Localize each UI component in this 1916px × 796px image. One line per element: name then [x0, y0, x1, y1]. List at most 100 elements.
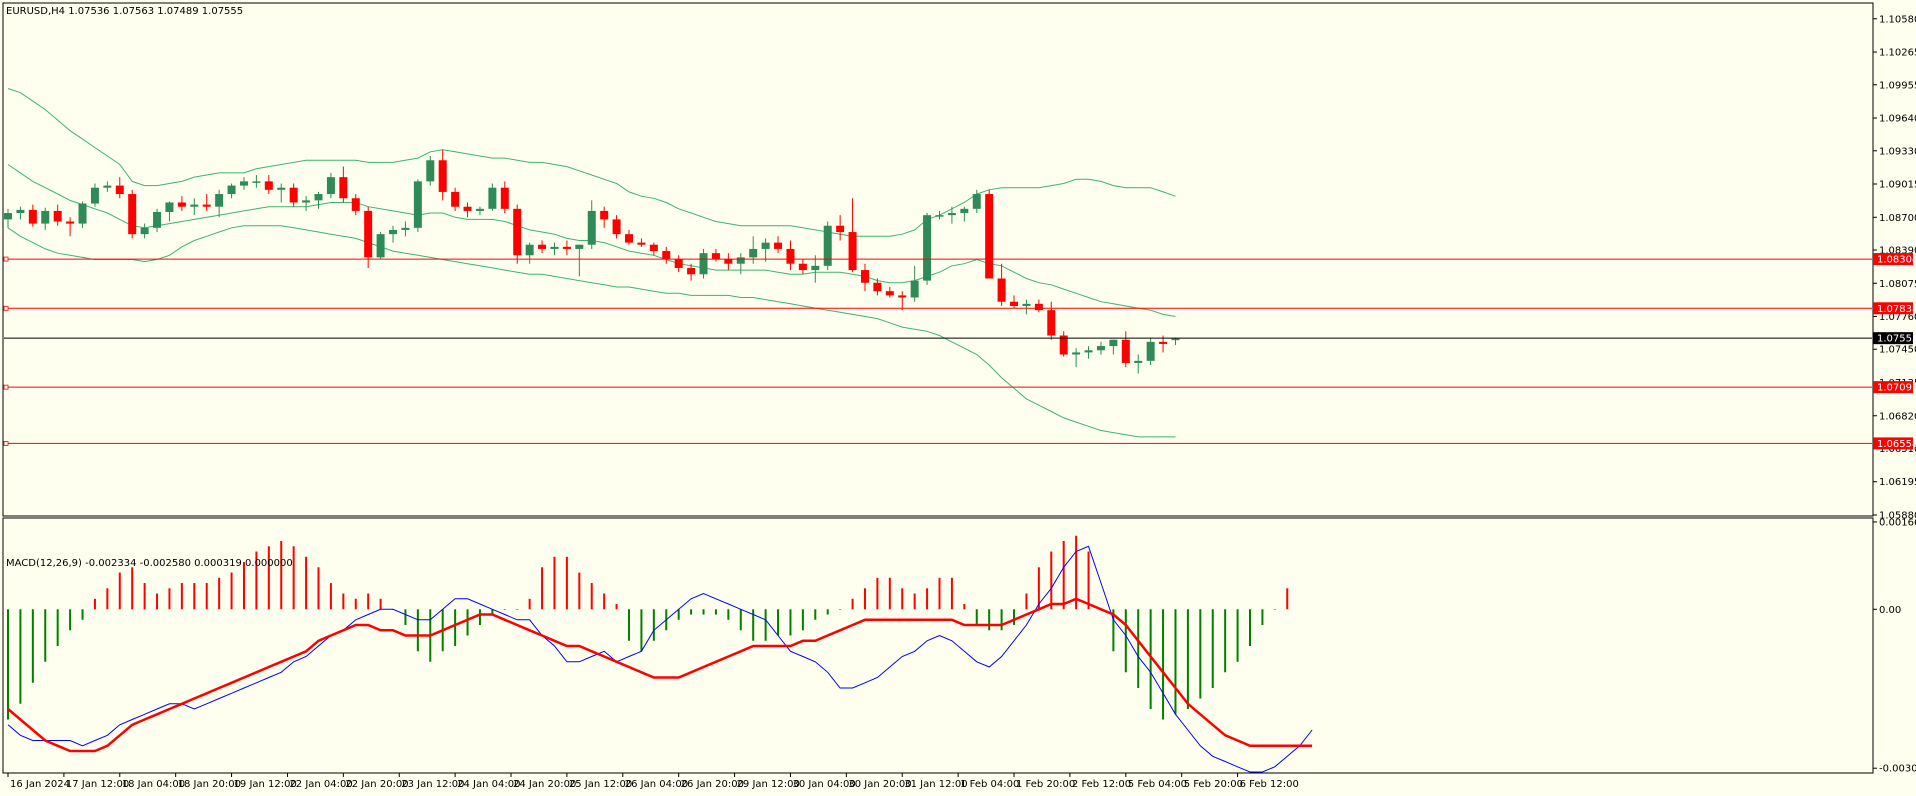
candle-body — [1034, 303, 1043, 311]
time-tick-label: 1 Feb 20:00 — [1016, 779, 1075, 790]
time-tick-label: 1 Feb 04:00 — [960, 779, 1019, 790]
candle — [252, 175, 261, 188]
time-tick-label: 5 Feb 20:00 — [1184, 779, 1243, 790]
candle-body — [1084, 350, 1093, 353]
candle-body — [600, 210, 609, 220]
candle — [736, 253, 745, 275]
time-tick-label: 30 Jan 04:00 — [792, 779, 855, 790]
candle — [41, 207, 50, 230]
candle-body — [798, 263, 807, 271]
level-price-label: 1.06558 — [1877, 439, 1916, 450]
candle — [289, 183, 298, 207]
candle — [389, 225, 398, 243]
candle — [699, 248, 708, 279]
candle-body — [935, 215, 944, 217]
candle-body — [625, 234, 633, 243]
level-handle — [3, 256, 9, 262]
price-pane[interactable]: 1.10580 1.10265 1.09955 1.09640 1.09330 1.090… — [2, 2, 1916, 522]
candle — [898, 291, 907, 311]
price-tick-label: 1.06195 — [1879, 477, 1916, 488]
candle — [215, 189, 224, 218]
price-y-axis: 1.10580 1.10265 1.09955 1.09640 1.09330 1.090… — [1873, 14, 1916, 522]
candle-body — [252, 181, 261, 183]
candle-body — [1146, 341, 1155, 361]
candle — [972, 189, 981, 214]
time-tick-label: 22 Jan 20:00 — [345, 779, 408, 790]
candle-body — [389, 229, 398, 235]
candle — [426, 156, 435, 186]
time-tick-label: 26 Jan 04:00 — [625, 779, 688, 790]
time-tick-label: 2 Feb 12:00 — [1072, 779, 1131, 790]
time-tick-label: 24 Jan 20:00 — [513, 779, 576, 790]
candle-body — [1059, 335, 1068, 355]
time-tick-label: 16 Jan 2024 — [10, 779, 70, 790]
candle-body — [612, 219, 621, 235]
macd-pane[interactable]: 0.001664 0.00 -0.003028 MACD(12,26,9) -0.0… — [2, 517, 1916, 775]
candle-body — [513, 208, 522, 256]
price-tick-label: 1.09640 — [1879, 114, 1916, 125]
candle-body — [326, 177, 335, 195]
candle — [774, 236, 783, 254]
candle-body — [910, 280, 919, 298]
time-tick-label: 30 Jan 20:00 — [848, 779, 911, 790]
candle-body — [302, 200, 311, 203]
candles — [4, 149, 1180, 374]
candle — [538, 240, 547, 254]
macd-histogram — [7, 535, 1289, 720]
candle — [575, 244, 584, 277]
macd-tick-label: 0.001664 — [1879, 517, 1916, 528]
price-tick-label: 1.05880 — [1879, 511, 1916, 522]
price-tick-label: 1.10580 — [1879, 14, 1916, 25]
candle — [202, 194, 211, 211]
candle-body — [1096, 346, 1105, 351]
candle-body — [66, 221, 75, 224]
price-tick-label: 1.08700 — [1879, 213, 1916, 224]
price-tick-label: 1.09955 — [1879, 80, 1916, 91]
candle — [326, 172, 335, 199]
candle — [103, 181, 112, 192]
candle-body — [1121, 339, 1130, 363]
signal-line — [7, 597, 1313, 753]
candle — [761, 238, 770, 262]
candle-body — [4, 213, 12, 220]
candle-body — [140, 227, 149, 235]
candle-body — [438, 160, 447, 192]
candle — [475, 206, 484, 216]
time-tick-label: 18 Jan 20:00 — [178, 779, 241, 790]
candle-body — [860, 270, 869, 283]
candle — [1072, 348, 1081, 368]
candle-body — [736, 257, 745, 264]
time-tick-label: 26 Jan 20:00 — [681, 779, 744, 790]
candle-body — [401, 227, 410, 230]
macd-title: MACD(12,26,9) -0.002334 -0.002580 0.0003… — [6, 558, 293, 569]
candle-body — [873, 282, 882, 292]
time-tick-label: 22 Jan 04:00 — [289, 779, 352, 790]
time-tick-label: 17 Jan 12:00 — [66, 779, 129, 790]
candle-body — [774, 242, 783, 249]
macd-tick-label: 0.00 — [1879, 605, 1901, 616]
candle — [227, 183, 236, 199]
candle — [823, 221, 832, 271]
candle — [16, 206, 25, 220]
candle-body — [711, 253, 720, 260]
level-price-label: 1.07091 — [1877, 383, 1916, 394]
macd-pane-frame — [2, 517, 1874, 774]
candle-body — [28, 209, 37, 224]
candle-body — [687, 267, 696, 275]
candle — [1084, 346, 1093, 359]
candle — [562, 240, 571, 256]
candle-body — [426, 160, 435, 182]
candle — [53, 204, 62, 226]
horizontal-levels[interactable] — [3, 256, 1872, 446]
candle-body — [1134, 360, 1143, 363]
candle-body — [1022, 303, 1031, 306]
level-price-label: 1.07838 — [1877, 304, 1916, 315]
candle — [376, 232, 385, 260]
price-tick-label: 1.08390 — [1879, 245, 1916, 256]
candle-body — [947, 213, 956, 216]
candle-body — [724, 259, 733, 264]
candle-body — [848, 232, 857, 271]
candle — [873, 278, 882, 296]
